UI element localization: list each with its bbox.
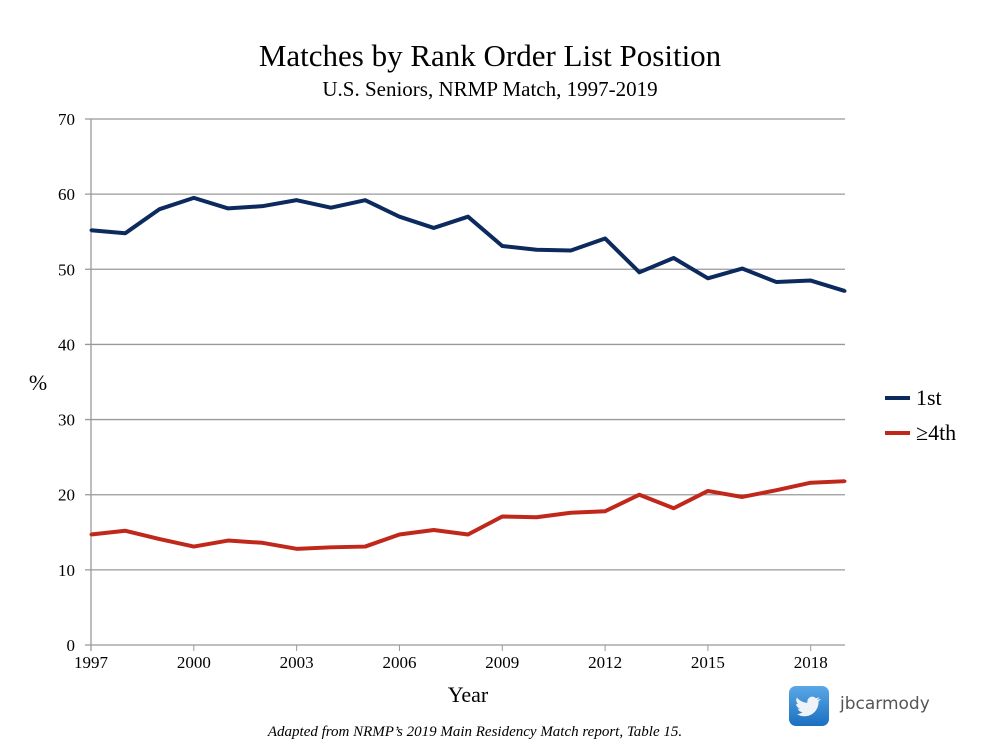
chart-title: Matches by Rank Order List Position <box>259 38 722 73</box>
x-tick-label: 1997 <box>74 653 109 672</box>
y-tick-label: 50 <box>58 260 75 279</box>
x-axis-label: Year <box>448 682 489 707</box>
data-point <box>466 533 470 537</box>
data-point <box>672 256 676 260</box>
y-tick-label: 10 <box>58 561 75 580</box>
data-point <box>843 479 847 483</box>
x-tick-label: 2003 <box>280 653 314 672</box>
series-line-1 <box>90 479 846 551</box>
y-tick-label: 70 <box>58 110 75 129</box>
data-point <box>158 207 162 211</box>
data-point <box>466 215 470 219</box>
chart-subtitle: U.S. Seniors, NRMP Match, 1997-2019 <box>322 77 657 101</box>
legend-label: ≥4th <box>916 420 956 445</box>
data-point <box>329 545 333 549</box>
x-tick-label: 2018 <box>794 653 828 672</box>
y-tick-label: 40 <box>58 335 75 354</box>
x-tick-label: 2009 <box>485 653 519 672</box>
data-point <box>706 276 710 280</box>
data-point <box>843 289 847 293</box>
data-point <box>809 481 813 485</box>
data-point <box>672 506 676 510</box>
twitter-icon <box>789 686 829 726</box>
data-point <box>123 529 127 533</box>
data-point <box>432 226 436 230</box>
data-point <box>295 198 299 202</box>
data-point <box>226 539 230 543</box>
data-point <box>89 228 93 232</box>
data-point <box>192 545 196 549</box>
data-point <box>706 489 710 493</box>
data-point <box>123 231 127 235</box>
data-point <box>432 528 436 532</box>
y-tick-label: 0 <box>67 636 76 655</box>
data-point <box>603 509 607 513</box>
data-point <box>295 547 299 551</box>
data-point <box>637 270 641 274</box>
y-tick-label: 60 <box>58 185 75 204</box>
data-point <box>774 488 778 492</box>
x-tick-label: 2006 <box>382 653 416 672</box>
y-axis-label: % <box>29 370 47 395</box>
data-point <box>500 244 504 248</box>
data-point <box>329 206 333 210</box>
data-point <box>260 204 264 208</box>
series-line-0 <box>90 195 846 293</box>
data-point <box>89 533 93 537</box>
y-tick-label: 20 <box>58 486 75 505</box>
y-tick-label: 30 <box>58 411 75 430</box>
data-point <box>363 545 367 549</box>
data-point <box>397 533 401 537</box>
data-point <box>192 196 196 200</box>
x-tick-label: 2000 <box>177 653 211 672</box>
legend-label: 1st <box>916 385 942 410</box>
source-note: Adapted from NRMP’s 2019 Main Residency … <box>267 724 682 740</box>
x-tick-label: 2012 <box>588 653 622 672</box>
data-point <box>535 515 539 519</box>
data-point <box>569 249 573 252</box>
twitter-handle: jbcarmody <box>840 694 930 714</box>
data-point <box>535 248 539 252</box>
data-point <box>363 198 367 202</box>
data-point <box>740 267 744 271</box>
data-point <box>740 495 744 499</box>
data-point <box>158 537 162 541</box>
data-point <box>603 236 607 240</box>
data-point <box>260 541 264 545</box>
data-point <box>500 515 504 519</box>
data-point <box>226 206 230 210</box>
x-tick-label: 2015 <box>691 653 725 672</box>
data-point <box>397 215 401 219</box>
data-point <box>569 511 573 515</box>
data-point <box>637 493 641 497</box>
data-point <box>774 280 778 284</box>
data-point <box>809 279 813 283</box>
